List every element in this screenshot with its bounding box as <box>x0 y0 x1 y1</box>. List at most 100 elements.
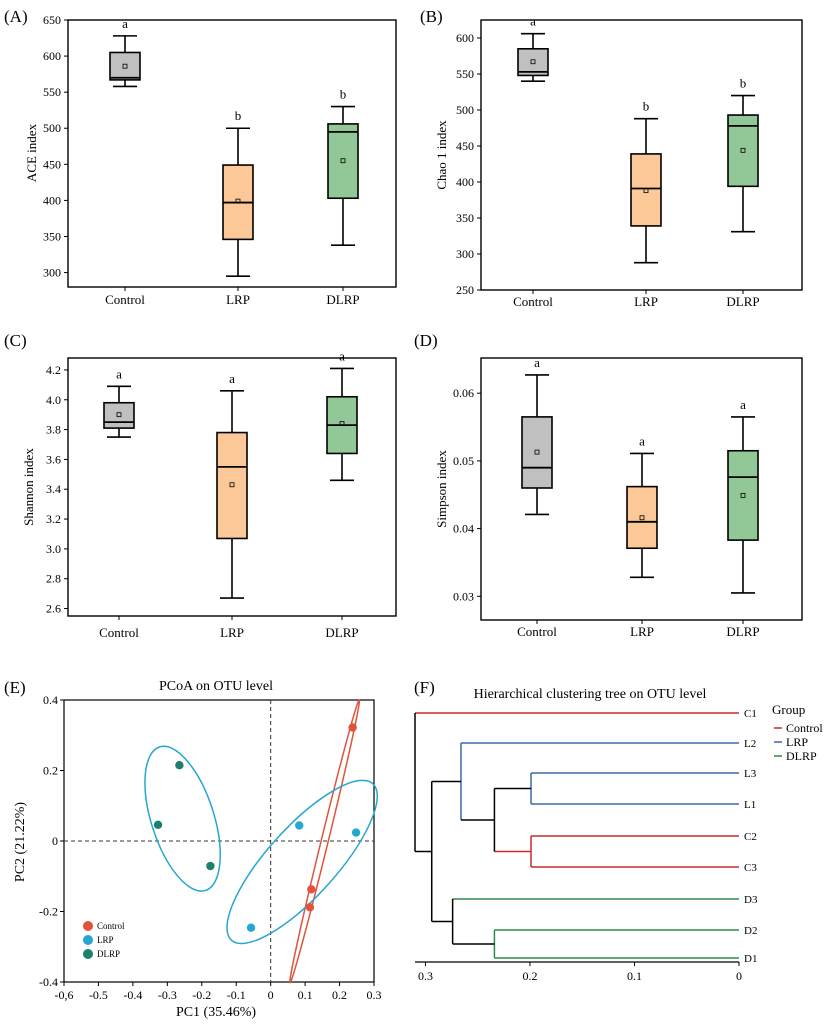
panel-b-y-tick-label: 550 <box>456 67 474 81</box>
panel-c-significance-letter: a <box>339 348 345 363</box>
panel-f-legend-label-lrp: LRP <box>786 735 808 749</box>
panel-e-title: PCoA on OTU level <box>159 679 273 694</box>
panel-d-y-tick-label: 0.06 <box>453 386 474 400</box>
panel-c-x-tick-label: Control <box>99 625 139 640</box>
panel-d-mean-marker <box>740 493 746 498</box>
panel-c-y-tick-label: 2.8 <box>46 572 61 586</box>
panel-a-y-tick-label: 400 <box>43 193 61 207</box>
panel-e-y-axis-label: PC2 (21.22%) <box>13 802 28 882</box>
panel-a-y-tick-label: 550 <box>43 85 61 99</box>
panel-e-legend-marker-lrp <box>83 935 93 945</box>
panel-f-leaf-label-l2: L2 <box>744 738 756 750</box>
panel-a-y-tick-label: 500 <box>43 121 61 135</box>
panel-c-mean-marker <box>116 412 122 418</box>
panel-a-x-tick-label: Control <box>105 292 145 307</box>
panel-e: (E) PCoA on OTU level PC2 (21.22%) PC1 (… <box>4 678 382 1020</box>
panel-d-label: (D) <box>414 331 438 350</box>
panel-a-mean-marker <box>122 63 128 69</box>
panel-a-y-tick-label: 350 <box>43 229 61 243</box>
panel-c-y-axis-label: Shannon index <box>21 448 36 526</box>
panel-e-point-lrp <box>351 828 361 837</box>
panel-e-y-tick-label: -0.4 <box>39 975 58 989</box>
panel-b-y-tick-label: 450 <box>456 139 474 153</box>
panel-f-leaf-label-d2: D2 <box>744 925 757 937</box>
panel-b-y-axis-label: Chao 1 index <box>434 120 449 190</box>
panel-d-x-tick-label: Control <box>517 624 557 639</box>
panel-c-y-tick-label: 4.2 <box>46 363 61 377</box>
panel-a-plot-frame <box>67 19 397 288</box>
panel-b-y-tick-label: 250 <box>456 283 474 297</box>
panel-e-point-control <box>305 903 315 912</box>
panel-e-point-lrp <box>295 821 304 830</box>
panel-b-mean-marker <box>643 188 649 194</box>
panel-c-y-tick-label: 3.8 <box>46 423 61 437</box>
panel-c: (C) Shannon index 2.6 2.8 3.0 3.2 3.4 3.6 3.8 4… <box>4 331 397 640</box>
panel-d-mean-marker <box>534 449 540 455</box>
panel-a-box-control <box>109 51 141 81</box>
panel-c-box-control <box>103 401 135 429</box>
panel-a-mean-marker <box>235 198 241 204</box>
panel-a-mean-marker <box>340 158 346 164</box>
panel-e-x-tick-label: -0.5 <box>89 988 108 1002</box>
panel-d-significance-letter: a <box>740 397 746 412</box>
panel-d-y-tick-label: 0.04 <box>453 522 474 536</box>
panel-f-leaf-label-c2: C2 <box>744 831 757 843</box>
panel-f-x-tick-label: 0.1 <box>627 969 642 983</box>
panel-e-y-tick-label: 0.4 <box>43 693 58 707</box>
panel-f-leaf-label-d1: D1 <box>744 953 757 965</box>
panel-b-significance-letter: b <box>740 76 747 91</box>
panel-c-label: (C) <box>4 331 27 350</box>
panel-e-x-tick-label: 0 <box>268 988 274 1002</box>
panel-b-label: (B) <box>420 7 443 26</box>
panel-f-x-tick-label: 0 <box>736 969 742 983</box>
panel-e-ellipse-control <box>289 699 361 984</box>
panel-c-y-tick-label: 3.4 <box>46 482 61 496</box>
panel-f-legend-label-dlrp: DLRP <box>786 749 817 763</box>
panel-b-box-lrp <box>630 153 662 227</box>
panel-a-box-dlrp <box>327 123 359 200</box>
panel-a-y-tick-label: 600 <box>43 49 61 63</box>
panel-c-x-tick-label: DLRP <box>325 625 358 640</box>
panel-e-point-lrp <box>246 923 256 932</box>
panel-e-y-tick-label: -0.2 <box>39 905 58 919</box>
panel-e-point-dlrp <box>153 820 163 829</box>
panel-c-y-tick-label: 2.6 <box>46 602 61 616</box>
panel-d-significance-letter: a <box>639 433 645 448</box>
panel-e-x-tick-label: -0.1 <box>227 988 246 1002</box>
panel-e-x-tick-label: -0.4 <box>123 988 142 1002</box>
panel-d: (D) Simpson index 0.03 0.04 0.05 0.06 Contro… <box>414 331 803 639</box>
panel-e-legend-label-control: Control <box>97 921 125 931</box>
panel-d-x-tick-label: LRP <box>630 624 654 639</box>
panel-c-y-tick-label: 3.2 <box>46 512 61 526</box>
panel-b-plot-frame <box>480 19 803 291</box>
panel-e-legend-label-lrp: LRP <box>97 935 114 945</box>
panel-d-box-dlrp <box>727 449 759 541</box>
panel-c-mean-marker <box>229 482 235 488</box>
panel-e-y-tick-label: 0 <box>52 834 58 848</box>
panel-f-leaf-label-l1: L1 <box>744 799 756 811</box>
panel-a-label: (A) <box>4 7 28 26</box>
panel-f-leaf-label-l3: L3 <box>744 768 757 780</box>
panel-b-x-tick-label: Control <box>513 294 553 309</box>
panel-e-legend-marker-dlrp <box>83 949 93 959</box>
panel-e-legend-marker-control <box>83 921 93 931</box>
panel-e-x-tick-label: 0.3 <box>367 988 382 1002</box>
panel-f-x-tick-label: 0.2 <box>522 969 537 983</box>
panel-a-significance-letter: b <box>235 108 242 123</box>
panel-e-ellipse-dlrp <box>144 745 221 892</box>
panel-e-label: (E) <box>4 678 26 697</box>
panel-e-x-tick-label: -0.2 <box>192 988 211 1002</box>
panel-e-point-control <box>307 885 316 894</box>
panel-f: (F) Hierarchical clustering tree on OTU … <box>414 678 823 983</box>
panel-f-label: (F) <box>414 678 435 697</box>
panel-a-y-tick-label: 650 <box>43 13 61 27</box>
panel-f-leaf-label-c1: C1 <box>744 708 757 720</box>
panel-c-y-tick-label: 3.0 <box>46 542 61 556</box>
panel-e-point-control <box>348 723 357 732</box>
panel-a-x-tick-label: DLRP <box>326 292 359 307</box>
panel-f-legend-title: Group <box>772 702 805 717</box>
panel-b-y-tick-label: 350 <box>456 211 474 225</box>
panel-e-x-tick-label: -0.3 <box>158 988 177 1002</box>
panel-c-significance-letter: a <box>229 371 235 386</box>
